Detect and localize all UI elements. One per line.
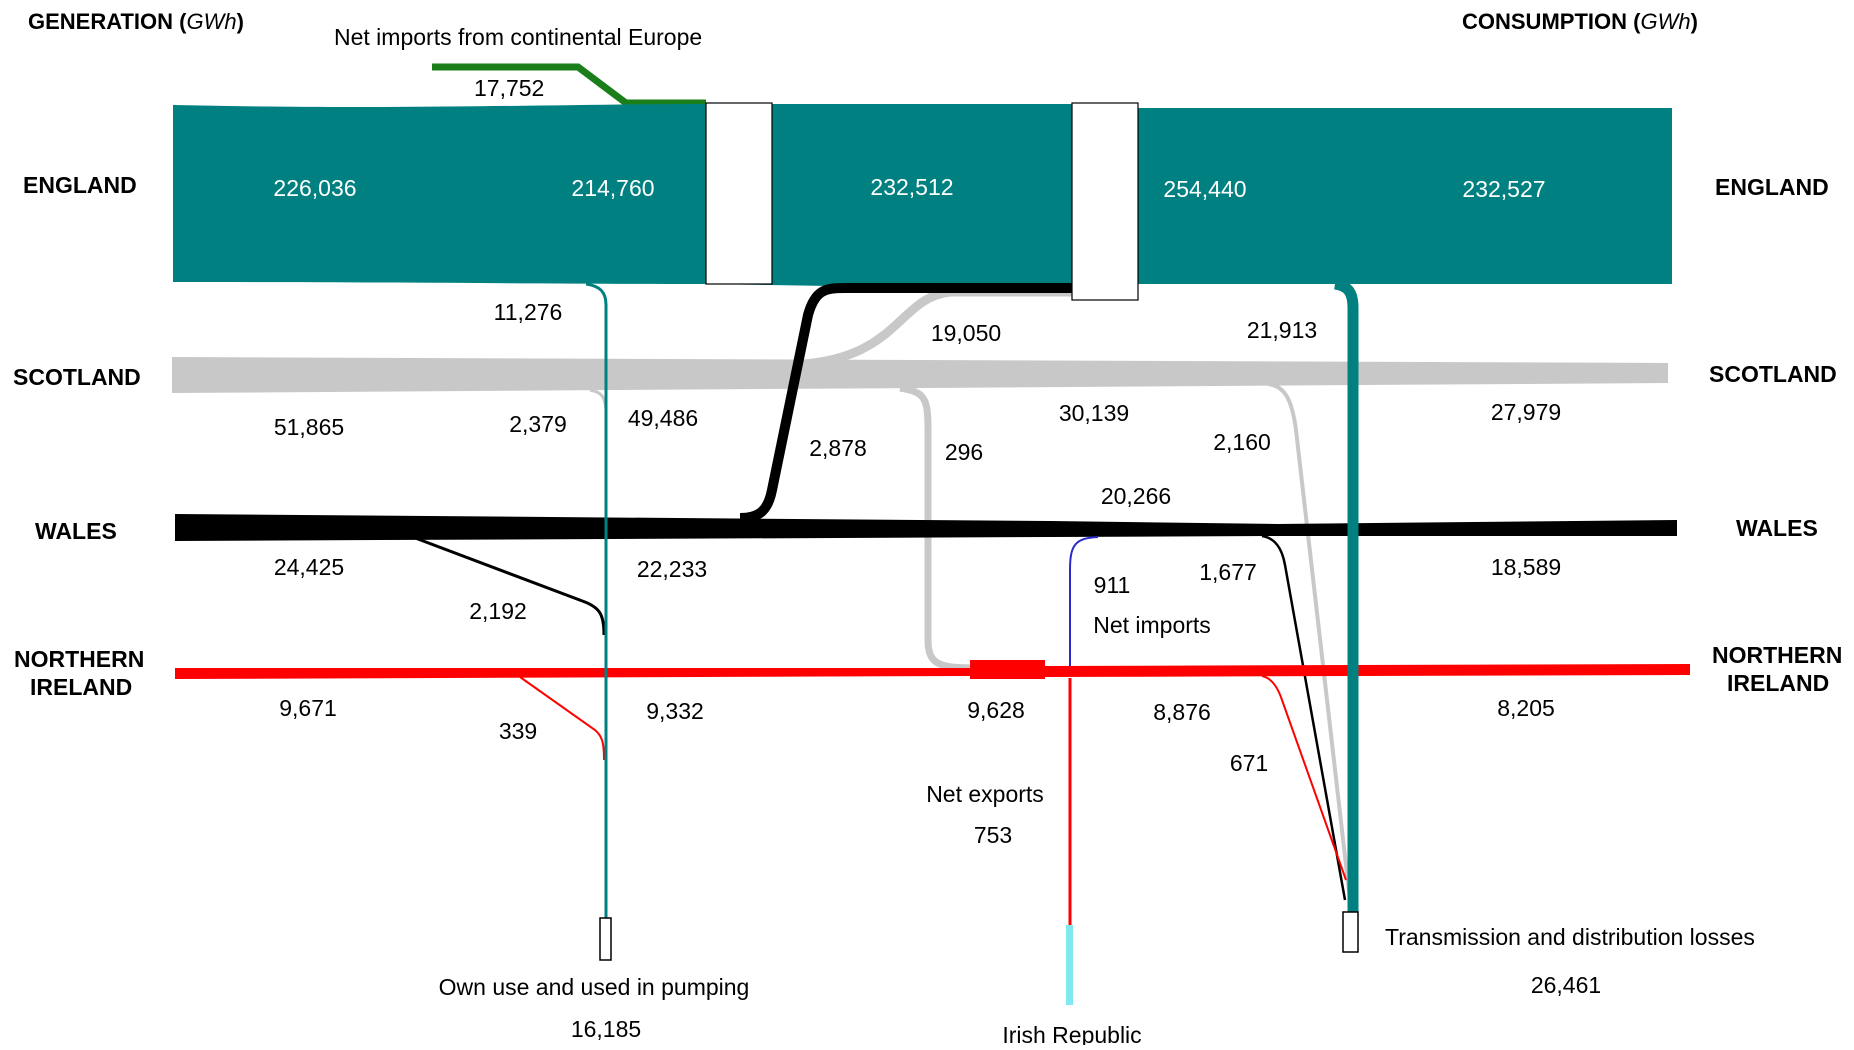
labels: GENERATION (GWh) CONSUMPTION (GWh) ENGLA… [13,9,1842,1048]
value-ni-exports: 753 [974,822,1012,848]
ni-net-imports-flow [1069,536,1099,670]
wales-own-use-flow [409,534,606,636]
region-right-ni-line1: NORTHERN [1712,642,1842,668]
value-wales-mid: 20,266 [1101,483,1171,509]
label-net-exports: Net exports [926,781,1044,807]
value-scotland-to-england: 19,050 [931,320,1001,346]
value-scotland-losses: 2,160 [1213,429,1271,455]
value-wales-after-own-use: 22,233 [637,556,707,582]
region-right-wales: WALES [1736,515,1818,541]
value-ni-supply: 9,628 [967,697,1025,723]
region-right-england: ENGLAND [1715,174,1829,200]
label-losses: Transmission and distribution losses [1385,924,1755,950]
england-band [173,104,1672,290]
value-wales-losses: 1,677 [1199,559,1257,585]
value-wales-to-england: 2,878 [809,435,867,461]
label-own-use: Own use and used in pumping [439,974,750,1000]
consumption-header: CONSUMPTION (GWh) [1462,9,1698,34]
scotland-own-use-flow [589,388,608,411]
value-wales-consumption: 18,589 [1491,554,1561,580]
value-ni-losses: 671 [1230,750,1268,776]
own-use-terminal [599,917,612,961]
wales-band [175,514,1677,541]
value-england-after-own-use: 214,760 [571,175,654,201]
value-england-own-use: 11,276 [494,299,563,325]
europe-import-flow [432,63,706,107]
flows [172,63,1690,1005]
region-left-scotland: SCOTLAND [13,364,141,390]
value-ni-imports: 911 [1094,572,1131,598]
value-scotland-own-use: 2,379 [509,411,567,437]
value-ni-own-use: 339 [499,718,537,744]
england-losses-flow [1333,278,1359,915]
value-scotland-consumption: 27,979 [1491,399,1561,425]
england-own-use-flow [585,282,608,918]
ni-own-use-flow [519,676,605,761]
region-left-england: ENGLAND [23,172,137,198]
value-own-use-total: 16,185 [571,1016,641,1042]
value-england-supply: 254,440 [1163,176,1246,202]
label-net-imports-europe: Net imports from continental Europe [334,24,702,50]
value-scotland-after-own-use: 49,486 [628,405,698,431]
value-wales-own-use: 2,192 [469,598,527,624]
wales-losses-flow [1261,534,1347,901]
value-wales-generation: 24,425 [274,554,344,580]
value-england-generation: 226,036 [273,175,356,201]
value-england-losses: 21,913 [1247,317,1317,343]
region-right-scotland: SCOTLAND [1709,361,1837,387]
value-losses-total: 26,461 [1531,972,1601,998]
value-scotland-mid: 30,139 [1059,400,1129,426]
value-england-after-import: 232,512 [870,174,953,200]
value-ni-generation: 9,671 [279,695,337,721]
label-net-imports: Net imports [1093,612,1211,638]
scotland-to-england-flow [779,287,1075,370]
region-left-ni-line2: IRELAND [30,674,132,700]
value-england-consumption: 232,527 [1462,176,1545,202]
value-europe-imports: 17,752 [474,75,544,101]
value-ni-consumption: 8,205 [1497,695,1555,721]
value-scotland-to-ni: 296 [945,439,983,465]
losses-terminal [1342,911,1359,953]
england-interconnect-node [1071,102,1139,301]
ni-losses-flow [1261,675,1347,881]
value-scotland-generation: 51,865 [274,414,344,440]
england-import-node [705,102,773,285]
wales-to-england-flow [739,283,1072,523]
value-ni-after-own-use: 9,332 [646,698,704,724]
irish-republic-flow [1066,925,1073,1005]
region-left-wales: WALES [35,518,117,544]
scotland-band [172,357,1668,393]
generation-header: GENERATION (GWh) [28,9,244,34]
scotland-losses-flow [1267,382,1352,901]
ni-band [175,660,1690,679]
value-ni-after-export: 8,876 [1153,699,1211,725]
label-irish-republic: Irish Republic [1002,1022,1141,1045]
region-right-ni-line2: IRELAND [1727,670,1829,696]
region-left-ni-line1: NORTHERN [14,646,144,672]
